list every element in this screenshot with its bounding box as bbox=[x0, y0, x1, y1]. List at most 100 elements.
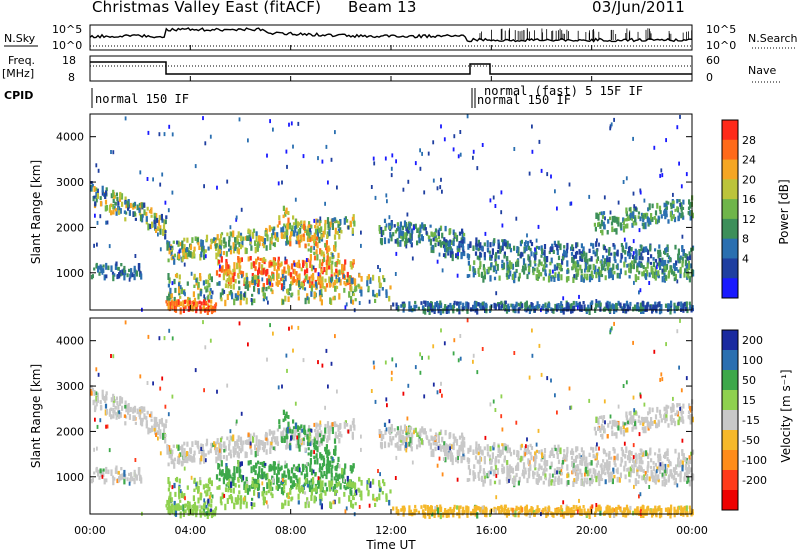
power-cell bbox=[385, 289, 388, 295]
power-cell bbox=[526, 240, 529, 247]
power-cell bbox=[625, 207, 628, 214]
velocity-cell bbox=[206, 489, 209, 496]
power-cell bbox=[245, 272, 248, 280]
velocity-cell bbox=[670, 407, 673, 414]
power-cell bbox=[146, 177, 149, 181]
velocity-cell bbox=[622, 429, 626, 437]
power-cell bbox=[395, 302, 398, 307]
power-cell bbox=[106, 220, 109, 225]
power-cell bbox=[170, 293, 173, 299]
power-cell bbox=[478, 265, 482, 270]
power-cell bbox=[627, 263, 630, 267]
velocity-cell bbox=[686, 480, 689, 484]
power-cell bbox=[595, 271, 598, 279]
power-cell bbox=[602, 255, 605, 259]
velocity-cell bbox=[306, 472, 309, 478]
power-cell bbox=[311, 281, 314, 286]
velocity-cell bbox=[208, 486, 211, 492]
power-cell bbox=[270, 288, 273, 292]
power-cell bbox=[591, 300, 594, 305]
velocity-cell bbox=[329, 425, 332, 432]
velocity-cell bbox=[206, 512, 209, 519]
velocity-cell bbox=[179, 505, 182, 510]
velocity-cell bbox=[642, 450, 646, 457]
power-cell bbox=[254, 240, 257, 246]
power-cell bbox=[102, 268, 105, 274]
power-cell bbox=[506, 256, 509, 261]
power-cell bbox=[310, 274, 313, 279]
power-cell bbox=[187, 296, 190, 301]
velocity-cell bbox=[125, 415, 128, 419]
power-cell bbox=[565, 306, 568, 312]
power-cell bbox=[460, 252, 463, 260]
velocity-cell bbox=[224, 503, 227, 511]
velocity-cell bbox=[631, 426, 634, 432]
power-cell bbox=[606, 266, 610, 271]
power-cell bbox=[639, 288, 642, 293]
velocity-cell bbox=[179, 446, 182, 451]
velocity-cell bbox=[351, 465, 354, 472]
power-cell bbox=[378, 276, 381, 283]
power-cell bbox=[489, 256, 492, 261]
power-cell bbox=[343, 287, 346, 293]
velocity-cell bbox=[95, 395, 98, 402]
velocity-cell bbox=[290, 485, 293, 490]
velocity-cell bbox=[389, 489, 392, 494]
velocity-cell bbox=[230, 488, 233, 493]
power-cell bbox=[665, 210, 668, 216]
power-cell bbox=[156, 217, 159, 223]
power-cell bbox=[125, 200, 128, 205]
power-cell bbox=[477, 247, 480, 252]
velocity-cell bbox=[316, 446, 319, 453]
velocity-cell bbox=[667, 459, 671, 464]
velocity-cell bbox=[608, 466, 611, 471]
velocity-cell bbox=[246, 439, 249, 445]
velocity-cell bbox=[323, 471, 326, 477]
power-cell bbox=[168, 300, 171, 307]
velocity-cell bbox=[98, 475, 101, 480]
power-cell bbox=[226, 232, 229, 237]
velocity-cell bbox=[673, 468, 676, 476]
power-cell bbox=[525, 245, 528, 250]
power-cell bbox=[524, 266, 527, 271]
velocity-cell bbox=[478, 469, 482, 474]
power-cell bbox=[261, 270, 264, 276]
power-cell bbox=[608, 271, 611, 279]
power-cell bbox=[544, 259, 547, 265]
power-cell bbox=[346, 279, 349, 283]
power-cell bbox=[214, 302, 218, 307]
velocity-cell bbox=[93, 399, 96, 403]
velocity-cell bbox=[346, 483, 349, 487]
power-cell bbox=[488, 250, 491, 254]
power-cell bbox=[479, 302, 482, 309]
velocity-cell bbox=[328, 486, 331, 492]
power-cell bbox=[298, 263, 301, 269]
power-cell bbox=[257, 288, 260, 295]
power-cell bbox=[310, 290, 313, 297]
velocity-cell bbox=[615, 432, 618, 439]
velocity-cell bbox=[174, 478, 178, 482]
power-cell bbox=[96, 188, 99, 196]
velocity-cell bbox=[572, 462, 575, 468]
velocity-cell bbox=[467, 447, 470, 454]
velocity-cell bbox=[357, 487, 360, 492]
velocity-cell bbox=[210, 480, 213, 487]
velocity-cell bbox=[529, 443, 532, 448]
power-cell bbox=[241, 240, 244, 246]
power-cell bbox=[157, 232, 159, 237]
velocity-cell bbox=[131, 476, 134, 482]
velocity-cell bbox=[594, 430, 597, 436]
velocity-cell bbox=[258, 439, 261, 447]
velocity-cell bbox=[473, 472, 476, 477]
velocity-cell bbox=[688, 455, 691, 460]
power-cell bbox=[335, 274, 338, 279]
power-cell bbox=[309, 236, 312, 243]
power-cell bbox=[231, 272, 234, 280]
velocity-cell bbox=[214, 441, 217, 446]
power-cell bbox=[594, 226, 597, 232]
power-cell bbox=[112, 274, 115, 282]
velocity-cell bbox=[627, 455, 630, 461]
velocity-cell bbox=[509, 451, 513, 457]
power-cell bbox=[245, 280, 249, 285]
power-cell bbox=[479, 261, 482, 267]
